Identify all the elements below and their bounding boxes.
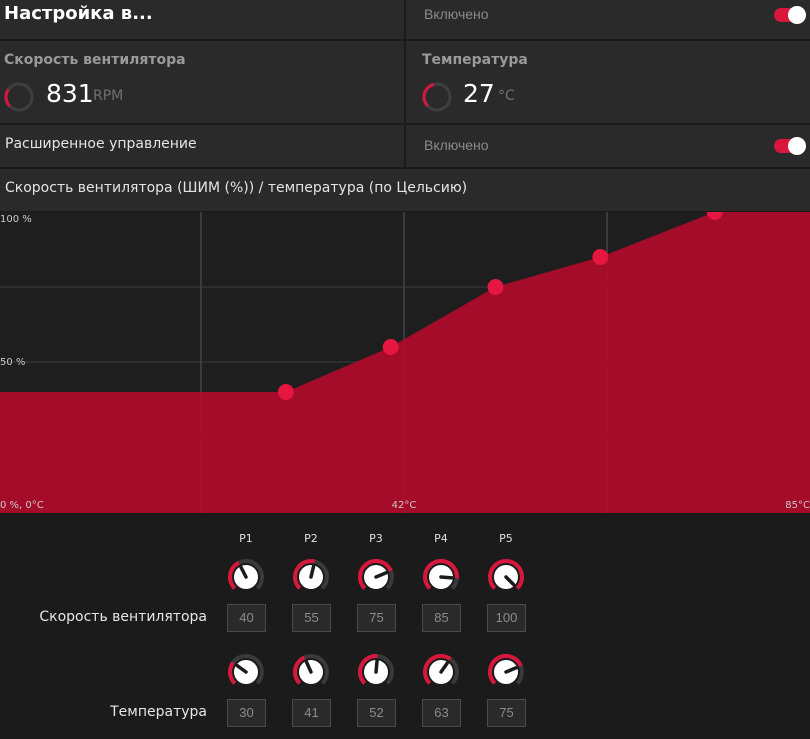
fan-speed-value: 831 (46, 79, 94, 108)
knob-indicator (504, 575, 516, 587)
temperature-row-label: Температура (110, 704, 207, 720)
header-title-cell: Настройка в... (0, 0, 404, 39)
fan-value-p5[interactable]: 100 (487, 604, 526, 632)
temperature-value: 27 (463, 79, 495, 108)
fan-speed-label: Скорость вентилятора (4, 52, 186, 68)
temperature-gauge-icon (422, 82, 452, 112)
temperature-label: Температура (422, 52, 528, 68)
temp-knob-p5[interactable] (487, 653, 525, 691)
curve-title: Скорость вентилятора (ШИМ (%)) / темпера… (5, 180, 468, 196)
fan-speed-gauge-icon (4, 82, 34, 112)
temp-knob-p2[interactable] (292, 653, 330, 691)
fan-curve-points (277, 212, 723, 400)
temp-value-p2[interactable]: 41 (292, 699, 331, 727)
advanced-control-row: Расширенное управление Включено (0, 125, 810, 167)
knob-indicator (309, 564, 316, 579)
fan-curve-chart[interactable]: 100 % 50 % 0 %, 0°C 42°C 85°C (0, 212, 810, 513)
knob-indicator (304, 660, 313, 674)
x-tick-label-42: 42°C (392, 500, 417, 511)
temp-knob-p1[interactable] (227, 653, 265, 691)
temp-value-p1[interactable]: 30 (227, 699, 266, 727)
knob-indicator (239, 565, 248, 579)
knob-level-arc (358, 559, 393, 590)
temp-value-p5[interactable]: 75 (487, 699, 526, 727)
point-label-p3: P3 (369, 532, 383, 545)
curve-title-cell: Скорость вентилятора (ШИМ (%)) / темпера… (0, 169, 810, 211)
fan-value-p4[interactable]: 85 (422, 604, 461, 632)
knob-indicator (374, 571, 388, 579)
fan-value-p1[interactable]: 40 (227, 604, 266, 632)
metrics-row: Скорость вентилятора 831 RPM Температура… (0, 41, 810, 123)
fan-knob-p5[interactable] (487, 558, 525, 596)
temperature-unit: °C (498, 88, 515, 104)
knob-level-arc (488, 559, 524, 590)
knob-level-arc (228, 661, 237, 685)
y-tick-label-50: 50 % (0, 357, 25, 368)
header-row: Настройка в... Включено (0, 0, 810, 39)
temp-value-p4[interactable]: 63 (422, 699, 461, 727)
knob-indicator (235, 663, 248, 674)
curve-point-p1[interactable] (277, 384, 294, 400)
advanced-status-cell: Включено (406, 125, 810, 167)
page-title: Настройка в... (4, 3, 153, 24)
point-label-p2: P2 (304, 532, 318, 545)
knob-indicator (504, 666, 518, 674)
curve-point-p2[interactable] (382, 339, 399, 355)
fan-knob-p1[interactable] (227, 558, 265, 596)
knob-level-arc (358, 654, 378, 685)
knob-level-arc (293, 559, 316, 590)
knob-level-arc (423, 559, 459, 590)
knob-level-arc (228, 560, 240, 590)
temperature-card: Температура 27 °C (406, 41, 810, 123)
header-status-text: Включено (424, 6, 489, 22)
knob-level-arc (293, 655, 306, 685)
fan-value-p3[interactable]: 75 (357, 604, 396, 632)
header-status-cell: Включено (406, 0, 810, 39)
points-panel: P1 P2 P3 P4 P5 Скорость вентилятора Темп… (0, 513, 810, 739)
knob-indicator (439, 661, 450, 674)
curve-point-p5[interactable] (706, 212, 723, 220)
temp-value-p3[interactable]: 52 (357, 699, 396, 727)
fan-knob-p4[interactable] (422, 558, 460, 596)
knob-indicator (374, 659, 379, 674)
point-label-p4: P4 (434, 532, 448, 545)
curve-title-row: Скорость вентилятора (ШИМ (%)) / темпера… (0, 169, 810, 211)
fan-speed-unit: RPM (93, 88, 124, 104)
point-label-p5: P5 (499, 532, 513, 545)
curve-point-p4[interactable] (592, 249, 609, 265)
knob-level-arc (423, 654, 452, 685)
temp-knob-p3[interactable] (357, 653, 395, 691)
fan-value-p2[interactable]: 55 (292, 604, 331, 632)
y-tick-label-100: 100 % (0, 214, 32, 225)
fan-speed-card: Скорость вентилятора 831 RPM (0, 41, 404, 123)
advanced-status-text: Включено (424, 137, 489, 153)
header-toggle[interactable] (774, 6, 806, 24)
fan-curve-area (0, 212, 810, 513)
advanced-label-cell: Расширенное управление (0, 125, 404, 167)
advanced-toggle[interactable] (774, 137, 806, 155)
fan-knob-p2[interactable] (292, 558, 330, 596)
knob-level-arc (488, 654, 523, 685)
fan-knob-p3[interactable] (357, 558, 395, 596)
x-tick-label-85: 85°C (785, 500, 810, 511)
x-tick-label-0: 0 %, 0°C (0, 500, 44, 511)
knob-indicator (439, 575, 454, 580)
advanced-control-label: Расширенное управление (5, 136, 197, 152)
temp-knob-p4[interactable] (422, 653, 460, 691)
point-label-p1: P1 (239, 532, 253, 545)
fan-speed-row-label: Скорость вентилятора (39, 609, 207, 625)
curve-point-p3[interactable] (487, 279, 504, 295)
